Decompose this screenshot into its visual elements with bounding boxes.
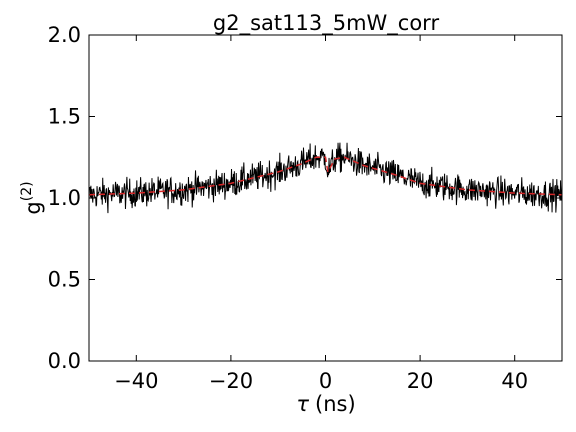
y-tick-label: 2.0 bbox=[48, 23, 81, 47]
chart-title: g2_sat113_5mW_corr bbox=[213, 11, 440, 36]
x-axis-label-unit: (ns) bbox=[315, 392, 356, 416]
y-tick-label: 1.5 bbox=[48, 105, 81, 129]
x-axis-label-symbol: τ bbox=[296, 392, 309, 416]
series-fit-line bbox=[88, 156, 563, 196]
series-measured-line bbox=[88, 142, 563, 214]
series-layer bbox=[88, 142, 563, 214]
y-axis-label-base: g bbox=[21, 201, 45, 214]
x-tick-label: 0 bbox=[319, 369, 332, 393]
y-axis-label: g(2) bbox=[19, 181, 45, 214]
x-tick-label: −40 bbox=[114, 369, 158, 393]
x-tick-label: 40 bbox=[501, 369, 528, 393]
y-axis: 0.0 0.5 1.0 1.5 2.0 bbox=[48, 23, 562, 373]
x-tick-label: 20 bbox=[407, 369, 434, 393]
y-tick-label: 0.5 bbox=[48, 268, 81, 292]
y-axis-label-superscript: (2) bbox=[19, 181, 35, 201]
y-tick-label: 1.0 bbox=[48, 186, 81, 210]
x-axis-label: τ (ns) bbox=[296, 392, 355, 416]
y-tick-label: 0.0 bbox=[48, 349, 81, 373]
x-tick-label: −20 bbox=[209, 369, 253, 393]
x-axis: −40 −20 0 20 40 bbox=[114, 35, 528, 393]
